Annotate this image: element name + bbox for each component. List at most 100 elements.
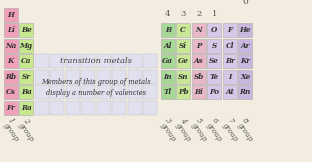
FancyBboxPatch shape — [128, 85, 142, 99]
Text: transition metals: transition metals — [60, 57, 132, 65]
FancyBboxPatch shape — [4, 23, 18, 37]
Text: 7: 7 — [225, 116, 234, 125]
FancyBboxPatch shape — [238, 70, 252, 84]
FancyBboxPatch shape — [97, 54, 111, 68]
Text: In: In — [163, 73, 172, 81]
FancyBboxPatch shape — [223, 39, 237, 53]
FancyBboxPatch shape — [4, 70, 18, 84]
FancyBboxPatch shape — [192, 54, 206, 68]
FancyBboxPatch shape — [66, 101, 80, 115]
Text: 4: 4 — [179, 116, 188, 125]
FancyBboxPatch shape — [192, 23, 206, 37]
FancyBboxPatch shape — [81, 101, 95, 115]
FancyBboxPatch shape — [4, 54, 18, 68]
Text: S: S — [212, 42, 217, 50]
FancyBboxPatch shape — [4, 85, 18, 99]
FancyBboxPatch shape — [223, 23, 237, 37]
Text: group: group — [236, 122, 255, 143]
FancyBboxPatch shape — [161, 23, 175, 37]
Text: Kr: Kr — [240, 57, 250, 65]
FancyBboxPatch shape — [97, 70, 111, 84]
FancyBboxPatch shape — [50, 54, 64, 68]
FancyBboxPatch shape — [223, 70, 237, 84]
FancyBboxPatch shape — [19, 70, 33, 84]
FancyBboxPatch shape — [81, 54, 95, 68]
Text: 1: 1 — [6, 116, 15, 125]
Text: Rn: Rn — [240, 88, 251, 96]
Text: Xe: Xe — [240, 73, 250, 81]
Text: Rb: Rb — [5, 73, 16, 81]
FancyBboxPatch shape — [81, 85, 95, 99]
FancyBboxPatch shape — [81, 70, 95, 84]
Text: F: F — [227, 26, 232, 34]
FancyBboxPatch shape — [143, 101, 157, 115]
FancyBboxPatch shape — [4, 8, 18, 22]
FancyBboxPatch shape — [112, 54, 126, 68]
Text: 5: 5 — [194, 116, 203, 125]
Text: Ba: Ba — [21, 88, 32, 96]
FancyBboxPatch shape — [19, 54, 33, 68]
FancyBboxPatch shape — [66, 85, 80, 99]
FancyBboxPatch shape — [19, 101, 33, 115]
FancyBboxPatch shape — [4, 101, 18, 115]
FancyBboxPatch shape — [192, 70, 206, 84]
Text: group: group — [205, 122, 224, 143]
FancyBboxPatch shape — [66, 70, 80, 84]
FancyBboxPatch shape — [192, 39, 206, 53]
Text: Po: Po — [209, 88, 219, 96]
Text: Bi: Bi — [194, 88, 203, 96]
Text: 0: 0 — [242, 0, 248, 6]
FancyBboxPatch shape — [207, 23, 221, 37]
Text: Ga: Ga — [162, 57, 173, 65]
FancyBboxPatch shape — [207, 85, 221, 99]
FancyBboxPatch shape — [128, 54, 142, 68]
Text: Be: Be — [21, 26, 32, 34]
FancyBboxPatch shape — [35, 101, 49, 115]
FancyBboxPatch shape — [50, 85, 64, 99]
FancyBboxPatch shape — [97, 85, 111, 99]
FancyBboxPatch shape — [50, 70, 64, 84]
FancyBboxPatch shape — [176, 23, 190, 37]
FancyBboxPatch shape — [112, 85, 126, 99]
Text: Sb: Sb — [193, 73, 204, 81]
Text: 1: 1 — [212, 10, 217, 18]
FancyBboxPatch shape — [128, 70, 142, 84]
FancyBboxPatch shape — [207, 70, 221, 84]
FancyBboxPatch shape — [176, 39, 190, 53]
Text: K: K — [7, 57, 14, 65]
FancyBboxPatch shape — [97, 101, 111, 115]
Text: H: H — [7, 11, 14, 19]
FancyBboxPatch shape — [143, 85, 157, 99]
Text: I: I — [228, 73, 232, 81]
FancyBboxPatch shape — [207, 39, 221, 53]
FancyBboxPatch shape — [207, 54, 221, 68]
Text: Br: Br — [225, 57, 235, 65]
Text: Ra: Ra — [21, 104, 32, 112]
FancyBboxPatch shape — [161, 39, 175, 53]
FancyBboxPatch shape — [35, 70, 49, 84]
Text: Si: Si — [179, 42, 187, 50]
FancyBboxPatch shape — [35, 85, 49, 99]
Text: 3: 3 — [163, 116, 172, 125]
Text: group: group — [189, 122, 208, 143]
Text: 2: 2 — [22, 116, 31, 125]
Text: He: He — [240, 26, 251, 34]
FancyBboxPatch shape — [35, 54, 49, 68]
FancyBboxPatch shape — [223, 54, 237, 68]
Text: P: P — [196, 42, 202, 50]
FancyBboxPatch shape — [238, 85, 252, 99]
Text: At: At — [225, 88, 234, 96]
Text: Mg: Mg — [20, 42, 33, 50]
Text: Ar: Ar — [241, 42, 250, 50]
Text: 2: 2 — [196, 10, 201, 18]
FancyBboxPatch shape — [143, 70, 157, 84]
Text: Ge: Ge — [178, 57, 189, 65]
FancyBboxPatch shape — [161, 54, 175, 68]
Text: Sn: Sn — [178, 73, 188, 81]
Text: Members of this group of metals
display a number of valencies: Members of this group of metals display … — [41, 78, 151, 97]
FancyBboxPatch shape — [19, 23, 33, 37]
Text: Se: Se — [209, 57, 219, 65]
Text: Ca: Ca — [21, 57, 32, 65]
Text: 4: 4 — [165, 10, 170, 18]
Text: group: group — [2, 122, 20, 143]
